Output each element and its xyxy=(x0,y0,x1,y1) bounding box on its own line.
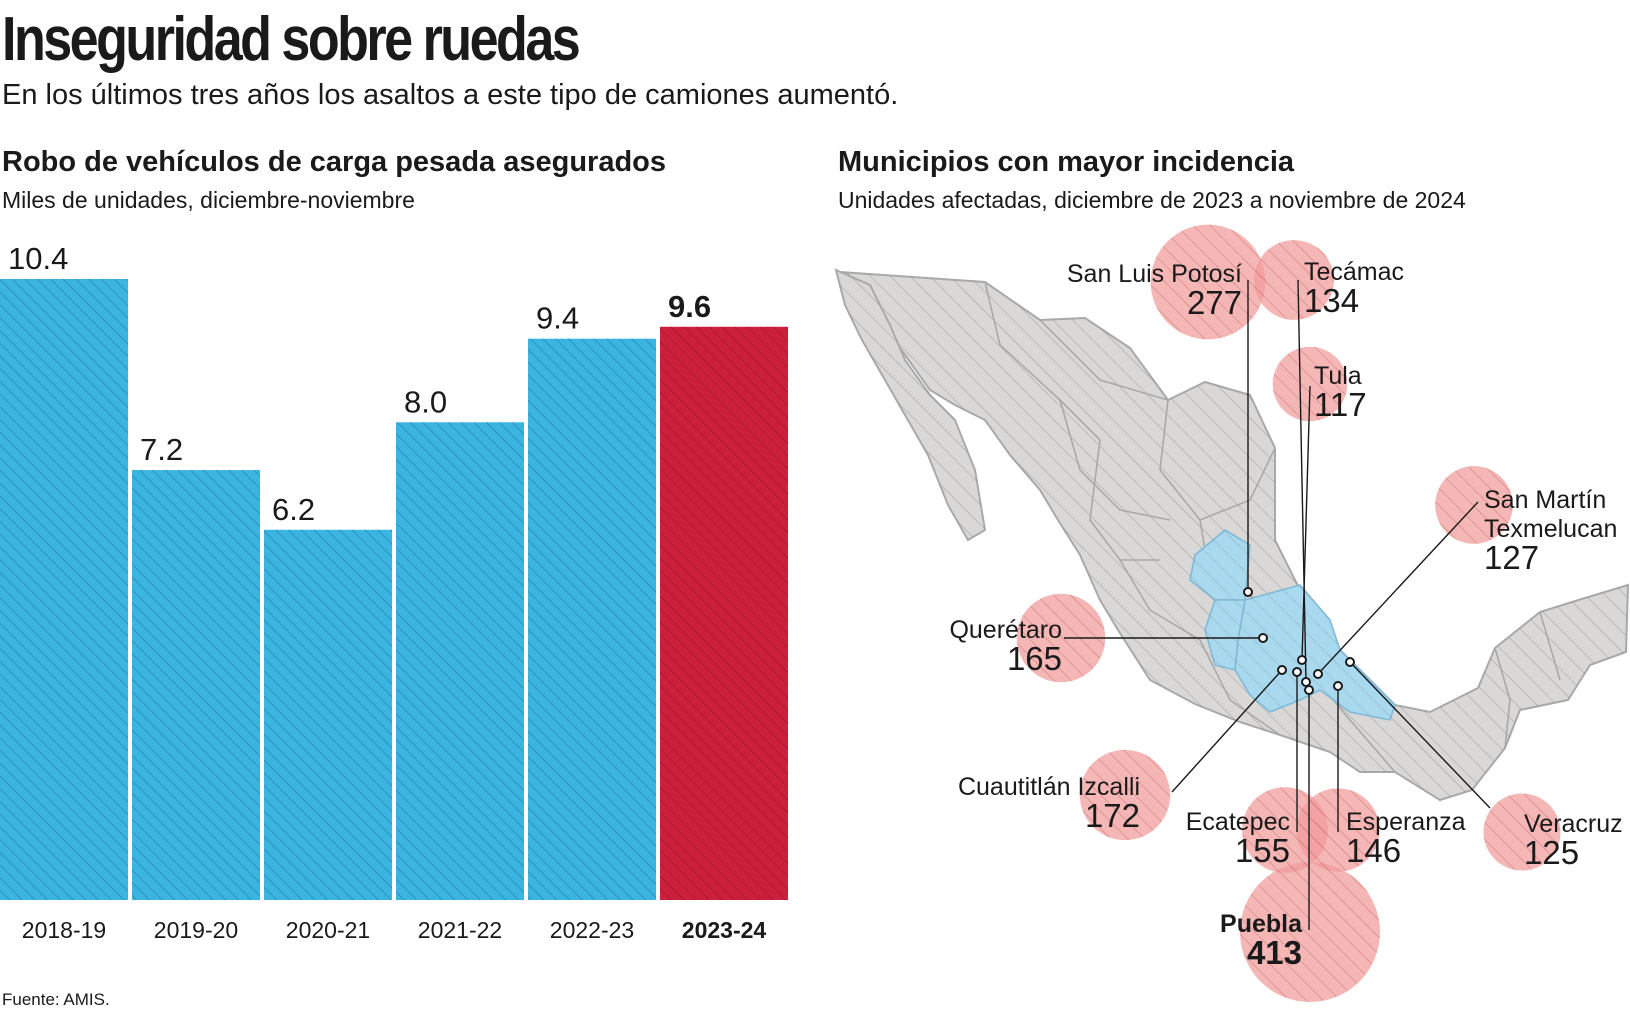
map-label-name: San Luis Potosí xyxy=(1067,260,1242,288)
leader-lines xyxy=(1064,279,1491,930)
category-label: 2022-23 xyxy=(550,917,634,943)
map-label-value: 413 xyxy=(1247,934,1302,971)
map-label-name: Querétaro xyxy=(949,616,1062,644)
bar-value-label: 8.0 xyxy=(404,384,447,419)
infographic-subtitle: En los últimos tres años los asaltos a e… xyxy=(2,79,899,111)
map-label-value: 165 xyxy=(1007,640,1062,677)
marker-queretaro xyxy=(1258,633,1268,643)
bubble-hatch-queretaro xyxy=(1016,593,1106,683)
mexico-map xyxy=(834,268,1630,802)
map-label-name-line2: Texmelucan xyxy=(1484,515,1617,543)
leader-tula xyxy=(1301,385,1311,661)
marker-veracruz xyxy=(1345,657,1355,667)
bar-hatch-2021-22 xyxy=(396,422,524,900)
map-label-value: 134 xyxy=(1304,282,1359,319)
map-label-name: Veracruz xyxy=(1524,810,1623,838)
bubbles-layer xyxy=(1016,224,1561,1002)
bar-chart-subtitle: Miles de unidades, diciembre-noviembre xyxy=(2,187,415,213)
bubble-hatch-veracruz xyxy=(1483,793,1561,871)
bar-chart: 10.4 2018-19 7.2 2019-20 6.2 2020-21 8.0 2021-2… xyxy=(0,241,788,943)
category-label: 2018-19 xyxy=(22,917,106,943)
bar-hatch-2020-21 xyxy=(264,529,392,900)
marker-tula xyxy=(1297,655,1307,665)
source-note: Fuente: AMIS. xyxy=(2,990,110,1009)
map-label-name: Esperanza xyxy=(1346,808,1466,836)
map-label-value: 125 xyxy=(1524,834,1579,871)
leader-san-martin xyxy=(1317,501,1479,675)
marker-puebla xyxy=(1304,685,1314,695)
map-label-value: 117 xyxy=(1314,386,1367,423)
bar-value-label: 7.2 xyxy=(140,432,183,467)
bubble-hatch-san-luis-potosi xyxy=(1150,224,1266,340)
map-label-value: 146 xyxy=(1346,832,1401,869)
marker-tecamac xyxy=(1301,677,1311,687)
bar-chart-title: Robo de vehículos de carga pesada asegur… xyxy=(2,146,666,178)
map-label-value: 277 xyxy=(1187,284,1242,321)
bubble-hatch-tula xyxy=(1272,346,1348,422)
leader-tecamac xyxy=(1297,279,1307,683)
baja-california-hatch xyxy=(836,270,985,540)
map-label-name: Cuautitlán Izcalli xyxy=(958,773,1140,801)
marker-ecatepec xyxy=(1292,667,1302,677)
marker-esperanza xyxy=(1333,681,1343,691)
map-label-name: San Martín xyxy=(1484,486,1606,514)
infographic-title: Inseguridad sobre ruedas xyxy=(2,5,581,74)
bubble-hatch-san-martin xyxy=(1435,466,1513,544)
bubble-hatch-cuautitlan-izcalli xyxy=(1079,749,1171,841)
map-title: Municipios con mayor incidencia xyxy=(838,146,1295,178)
leader-cuautitlan-izcalli xyxy=(1171,669,1283,793)
bubble-hatch-puebla xyxy=(1240,862,1380,1002)
category-label: 2021-22 xyxy=(418,917,502,943)
highlight-region-hatch xyxy=(1190,530,1395,720)
map-label-name: Ecatepec xyxy=(1186,808,1290,836)
leader-veracruz xyxy=(1349,661,1491,809)
bar-hatch-2023-24 xyxy=(660,326,788,900)
bar-value-label: 6.2 xyxy=(272,492,315,527)
bar-value-label: 9.4 xyxy=(536,301,579,336)
map-subtitle: Unidades afectadas, diciembre de 2023 a … xyxy=(838,187,1466,213)
marker-cuautitlan-izcalli xyxy=(1277,665,1287,675)
map-label-name: Tula xyxy=(1314,362,1362,390)
map-label-value: 127 xyxy=(1484,539,1539,576)
category-label: 2020-21 xyxy=(286,917,370,943)
bubble-hatch-tecamac xyxy=(1254,240,1334,320)
marker-san-luis-potosi xyxy=(1243,587,1253,597)
map-label-name: Tecámac xyxy=(1304,258,1404,286)
map-label-value: 172 xyxy=(1085,797,1140,834)
category-label: 2023-24 xyxy=(682,917,767,943)
bar-hatch-2018-19 xyxy=(0,279,128,900)
bar-hatch-2019-20 xyxy=(132,470,260,900)
marker-san-martin xyxy=(1313,669,1323,679)
map-label-name: Puebla xyxy=(1220,910,1303,938)
map-label-value: 155 xyxy=(1235,832,1290,869)
bar-value-label: 10.4 xyxy=(8,241,68,276)
bar-value-label: 9.6 xyxy=(668,289,711,324)
category-label: 2019-20 xyxy=(154,917,238,943)
bar-hatch-2022-23 xyxy=(528,338,656,900)
